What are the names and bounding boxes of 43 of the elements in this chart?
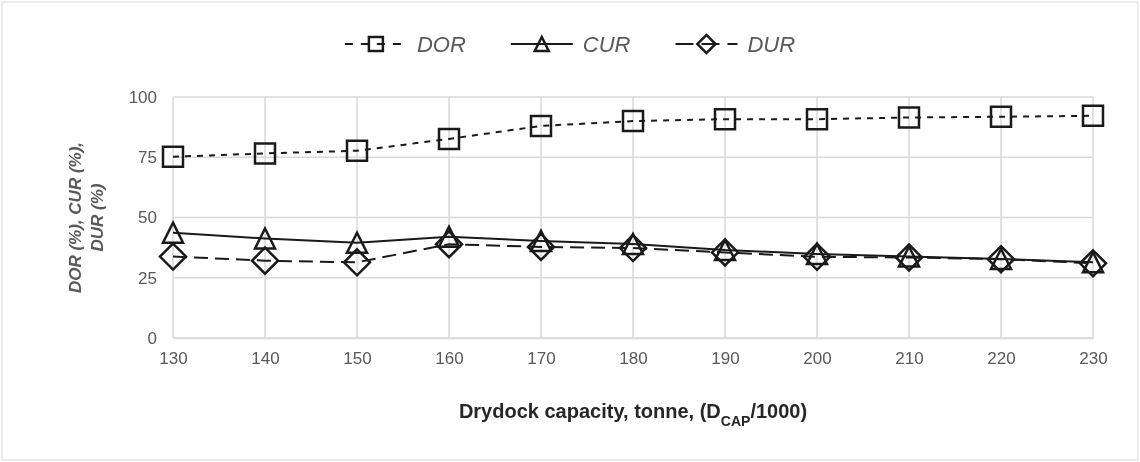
x-tick-label: 140 bbox=[251, 349, 280, 369]
x-tick-label: 230 bbox=[1079, 349, 1108, 369]
legend-label: CUR bbox=[582, 32, 631, 57]
y-tick-label: 50 bbox=[138, 208, 157, 228]
point bbox=[621, 109, 645, 133]
point bbox=[342, 248, 372, 277]
point bbox=[253, 227, 277, 250]
x-tick-label: 180 bbox=[619, 349, 648, 369]
legend-label: DUR bbox=[747, 32, 796, 57]
y-tick-label: 25 bbox=[138, 268, 157, 288]
y-axis-title: DOR (%), CUR (%), DUR (%) bbox=[66, 141, 107, 294]
point bbox=[345, 139, 369, 162]
point bbox=[713, 107, 737, 131]
point bbox=[805, 107, 829, 131]
x-tick-label: 220 bbox=[987, 349, 1016, 369]
point bbox=[897, 106, 921, 129]
x-tick-label: 130 bbox=[159, 349, 188, 369]
x-tick-label: 170 bbox=[527, 349, 556, 369]
x-tick-label: 200 bbox=[803, 349, 832, 369]
point bbox=[529, 114, 553, 138]
point bbox=[345, 231, 369, 255]
point bbox=[710, 238, 740, 267]
point bbox=[437, 127, 461, 151]
x-axis-title: Drydock capacity, tonne, (D$_{CAP}$/1000) bbox=[458, 400, 808, 429]
point bbox=[802, 242, 832, 272]
y-tick-label: 75 bbox=[138, 148, 157, 168]
point bbox=[158, 242, 188, 271]
point bbox=[989, 105, 1013, 129]
point bbox=[1081, 104, 1105, 128]
y-tick-label: 0 bbox=[147, 328, 157, 348]
x-tick-label: 150 bbox=[343, 349, 372, 369]
x-tick-label: 190 bbox=[711, 349, 740, 369]
point bbox=[434, 230, 464, 259]
point bbox=[253, 142, 277, 165]
point bbox=[618, 233, 648, 263]
x-tick-label: 160 bbox=[435, 349, 464, 369]
y-tick-label: 100 bbox=[128, 87, 157, 107]
point bbox=[250, 246, 280, 275]
point bbox=[526, 232, 556, 262]
x-tick-label: 210 bbox=[895, 349, 924, 369]
point bbox=[161, 221, 185, 244]
legend-label: DOR bbox=[416, 32, 466, 57]
point bbox=[161, 145, 185, 169]
